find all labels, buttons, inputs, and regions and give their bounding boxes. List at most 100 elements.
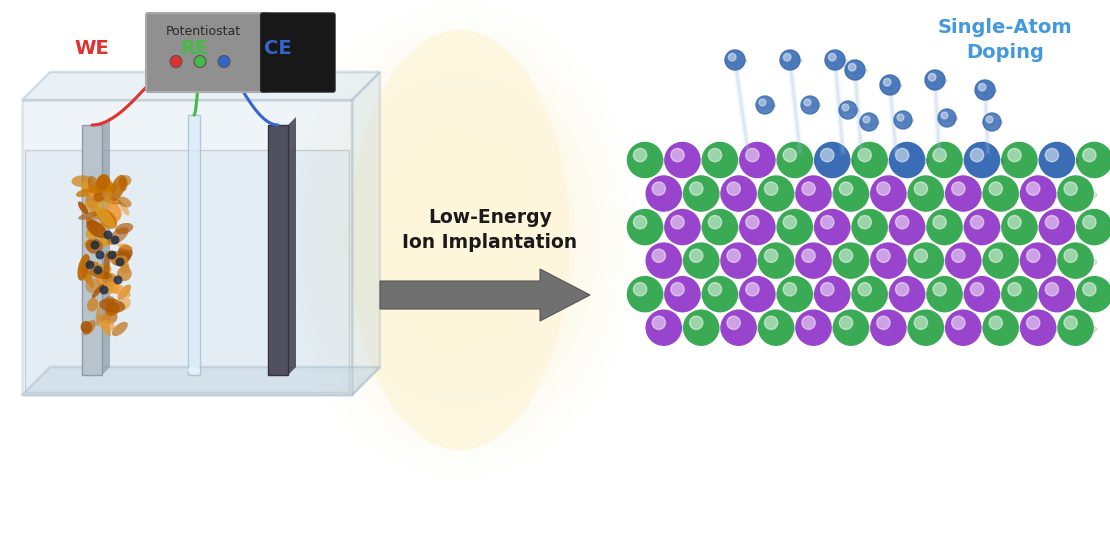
- Ellipse shape: [85, 278, 101, 293]
- Ellipse shape: [388, 144, 532, 336]
- Circle shape: [194, 56, 206, 68]
- Ellipse shape: [99, 235, 110, 247]
- Ellipse shape: [1021, 324, 1060, 334]
- Ellipse shape: [118, 284, 131, 300]
- Ellipse shape: [780, 58, 803, 64]
- Ellipse shape: [926, 78, 947, 84]
- Circle shape: [839, 249, 852, 262]
- Ellipse shape: [946, 257, 985, 267]
- Ellipse shape: [97, 175, 110, 189]
- Circle shape: [928, 73, 936, 81]
- Ellipse shape: [665, 156, 704, 167]
- Circle shape: [989, 249, 1002, 262]
- Circle shape: [925, 70, 945, 90]
- Circle shape: [95, 250, 104, 260]
- FancyBboxPatch shape: [82, 125, 102, 375]
- Ellipse shape: [646, 190, 685, 200]
- Circle shape: [896, 216, 909, 229]
- Ellipse shape: [109, 282, 119, 294]
- Circle shape: [852, 142, 887, 178]
- Circle shape: [746, 216, 759, 229]
- Circle shape: [880, 75, 900, 95]
- Ellipse shape: [815, 156, 854, 167]
- Ellipse shape: [102, 272, 118, 286]
- Circle shape: [946, 243, 981, 278]
- Circle shape: [722, 243, 756, 278]
- Ellipse shape: [852, 290, 891, 301]
- Circle shape: [91, 240, 100, 250]
- FancyBboxPatch shape: [22, 100, 352, 395]
- Ellipse shape: [85, 217, 98, 229]
- Circle shape: [1046, 216, 1059, 229]
- Circle shape: [970, 148, 983, 162]
- Ellipse shape: [89, 269, 112, 279]
- Ellipse shape: [778, 290, 816, 301]
- Circle shape: [739, 142, 775, 178]
- Ellipse shape: [834, 190, 872, 200]
- Circle shape: [820, 283, 834, 296]
- Ellipse shape: [102, 191, 113, 199]
- Circle shape: [1064, 249, 1078, 262]
- Ellipse shape: [99, 298, 125, 313]
- Ellipse shape: [78, 212, 99, 220]
- Ellipse shape: [78, 254, 90, 280]
- Circle shape: [665, 277, 700, 312]
- Circle shape: [727, 316, 740, 329]
- Circle shape: [728, 53, 736, 61]
- Ellipse shape: [87, 220, 107, 238]
- Ellipse shape: [97, 174, 110, 190]
- Circle shape: [1008, 283, 1021, 296]
- Ellipse shape: [280, 0, 640, 480]
- Ellipse shape: [860, 120, 880, 125]
- Ellipse shape: [88, 192, 104, 199]
- Ellipse shape: [703, 156, 741, 167]
- Ellipse shape: [778, 156, 816, 167]
- Circle shape: [1020, 243, 1056, 278]
- Circle shape: [927, 277, 962, 312]
- Circle shape: [839, 316, 852, 329]
- Circle shape: [758, 243, 794, 278]
- Circle shape: [758, 310, 794, 345]
- Circle shape: [1027, 249, 1040, 262]
- Text: Single-Atom
Doping: Single-Atom Doping: [938, 18, 1072, 62]
- Circle shape: [796, 310, 831, 345]
- Circle shape: [894, 111, 912, 129]
- Circle shape: [100, 285, 109, 294]
- Ellipse shape: [646, 257, 685, 267]
- Circle shape: [871, 176, 906, 211]
- Circle shape: [975, 80, 995, 100]
- Ellipse shape: [983, 190, 1022, 200]
- Ellipse shape: [291, 14, 629, 466]
- Circle shape: [965, 210, 999, 245]
- Circle shape: [1002, 142, 1037, 178]
- Circle shape: [1082, 283, 1096, 296]
- Ellipse shape: [105, 302, 120, 316]
- Ellipse shape: [1058, 257, 1097, 267]
- Circle shape: [722, 310, 756, 345]
- Ellipse shape: [95, 183, 118, 196]
- Ellipse shape: [98, 209, 117, 229]
- Circle shape: [708, 283, 722, 296]
- Circle shape: [708, 148, 722, 162]
- Ellipse shape: [1077, 156, 1110, 167]
- Circle shape: [703, 142, 737, 178]
- Circle shape: [825, 50, 845, 70]
- Circle shape: [848, 63, 856, 71]
- Circle shape: [765, 249, 778, 262]
- Circle shape: [777, 277, 813, 312]
- Circle shape: [727, 249, 740, 262]
- Circle shape: [634, 216, 647, 229]
- Circle shape: [983, 310, 1018, 345]
- Ellipse shape: [895, 118, 914, 123]
- Ellipse shape: [81, 265, 94, 288]
- Circle shape: [670, 148, 684, 162]
- Circle shape: [85, 261, 94, 270]
- Ellipse shape: [98, 186, 109, 202]
- Circle shape: [842, 104, 849, 111]
- Ellipse shape: [646, 324, 685, 334]
- Circle shape: [801, 182, 815, 195]
- Ellipse shape: [1002, 290, 1041, 301]
- Circle shape: [815, 277, 850, 312]
- Ellipse shape: [1040, 223, 1078, 234]
- Circle shape: [915, 249, 928, 262]
